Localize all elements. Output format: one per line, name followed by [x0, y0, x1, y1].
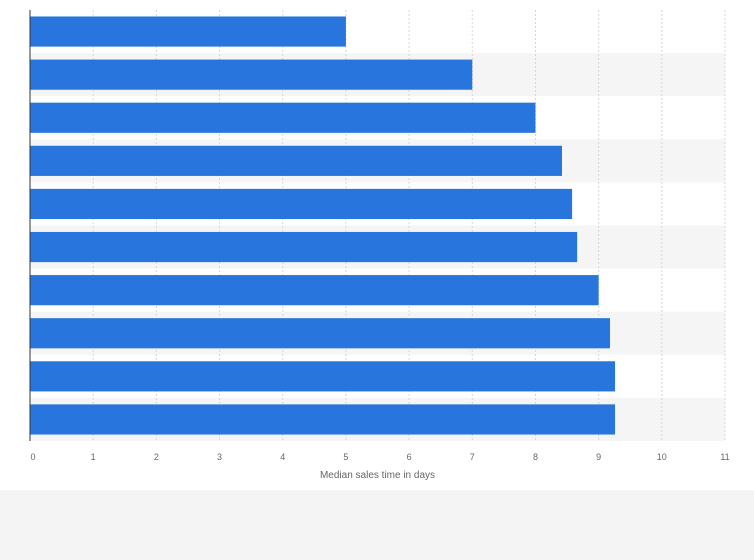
bar[interactable] [30, 102, 536, 133]
chart-card: 0 1 2 3 4 5 6 7 8 9 10 11 Median sales time in days [0, 0, 754, 490]
bar[interactable] [30, 231, 578, 263]
footer-area [0, 490, 754, 560]
horizontal-bar-chart: 0 1 2 3 4 5 6 7 8 9 10 11 Median sales time in days [29, 10, 730, 481]
bar[interactable] [30, 59, 473, 90]
bar[interactable] [30, 361, 616, 392]
x-axis-title: Median sales time in days [320, 470, 435, 481]
x-tick-label: 10 [657, 452, 667, 462]
bar-series [30, 16, 616, 435]
x-tick-label: 5 [343, 452, 348, 462]
x-tick-label: 7 [470, 452, 475, 462]
bar[interactable] [30, 16, 346, 47]
bar[interactable] [30, 318, 611, 349]
x-tick-label: 3 [217, 452, 222, 462]
x-tick-label: 8 [533, 452, 538, 462]
x-tick-label: 4 [280, 452, 285, 462]
bar[interactable] [30, 404, 616, 435]
x-tick-label: 11 [720, 452, 729, 462]
x-tick-label: 2 [154, 452, 159, 462]
x-tick-label: 0 [30, 452, 35, 462]
x-tick-label: 9 [596, 452, 601, 462]
x-tick-label: 6 [407, 452, 412, 462]
x-tick-label: 1 [91, 452, 96, 462]
bar[interactable] [30, 188, 573, 220]
bar[interactable] [30, 275, 599, 306]
x-axis-ticks: 0 1 2 3 4 5 6 7 8 9 10 11 [30, 452, 729, 462]
bar[interactable] [30, 145, 562, 176]
